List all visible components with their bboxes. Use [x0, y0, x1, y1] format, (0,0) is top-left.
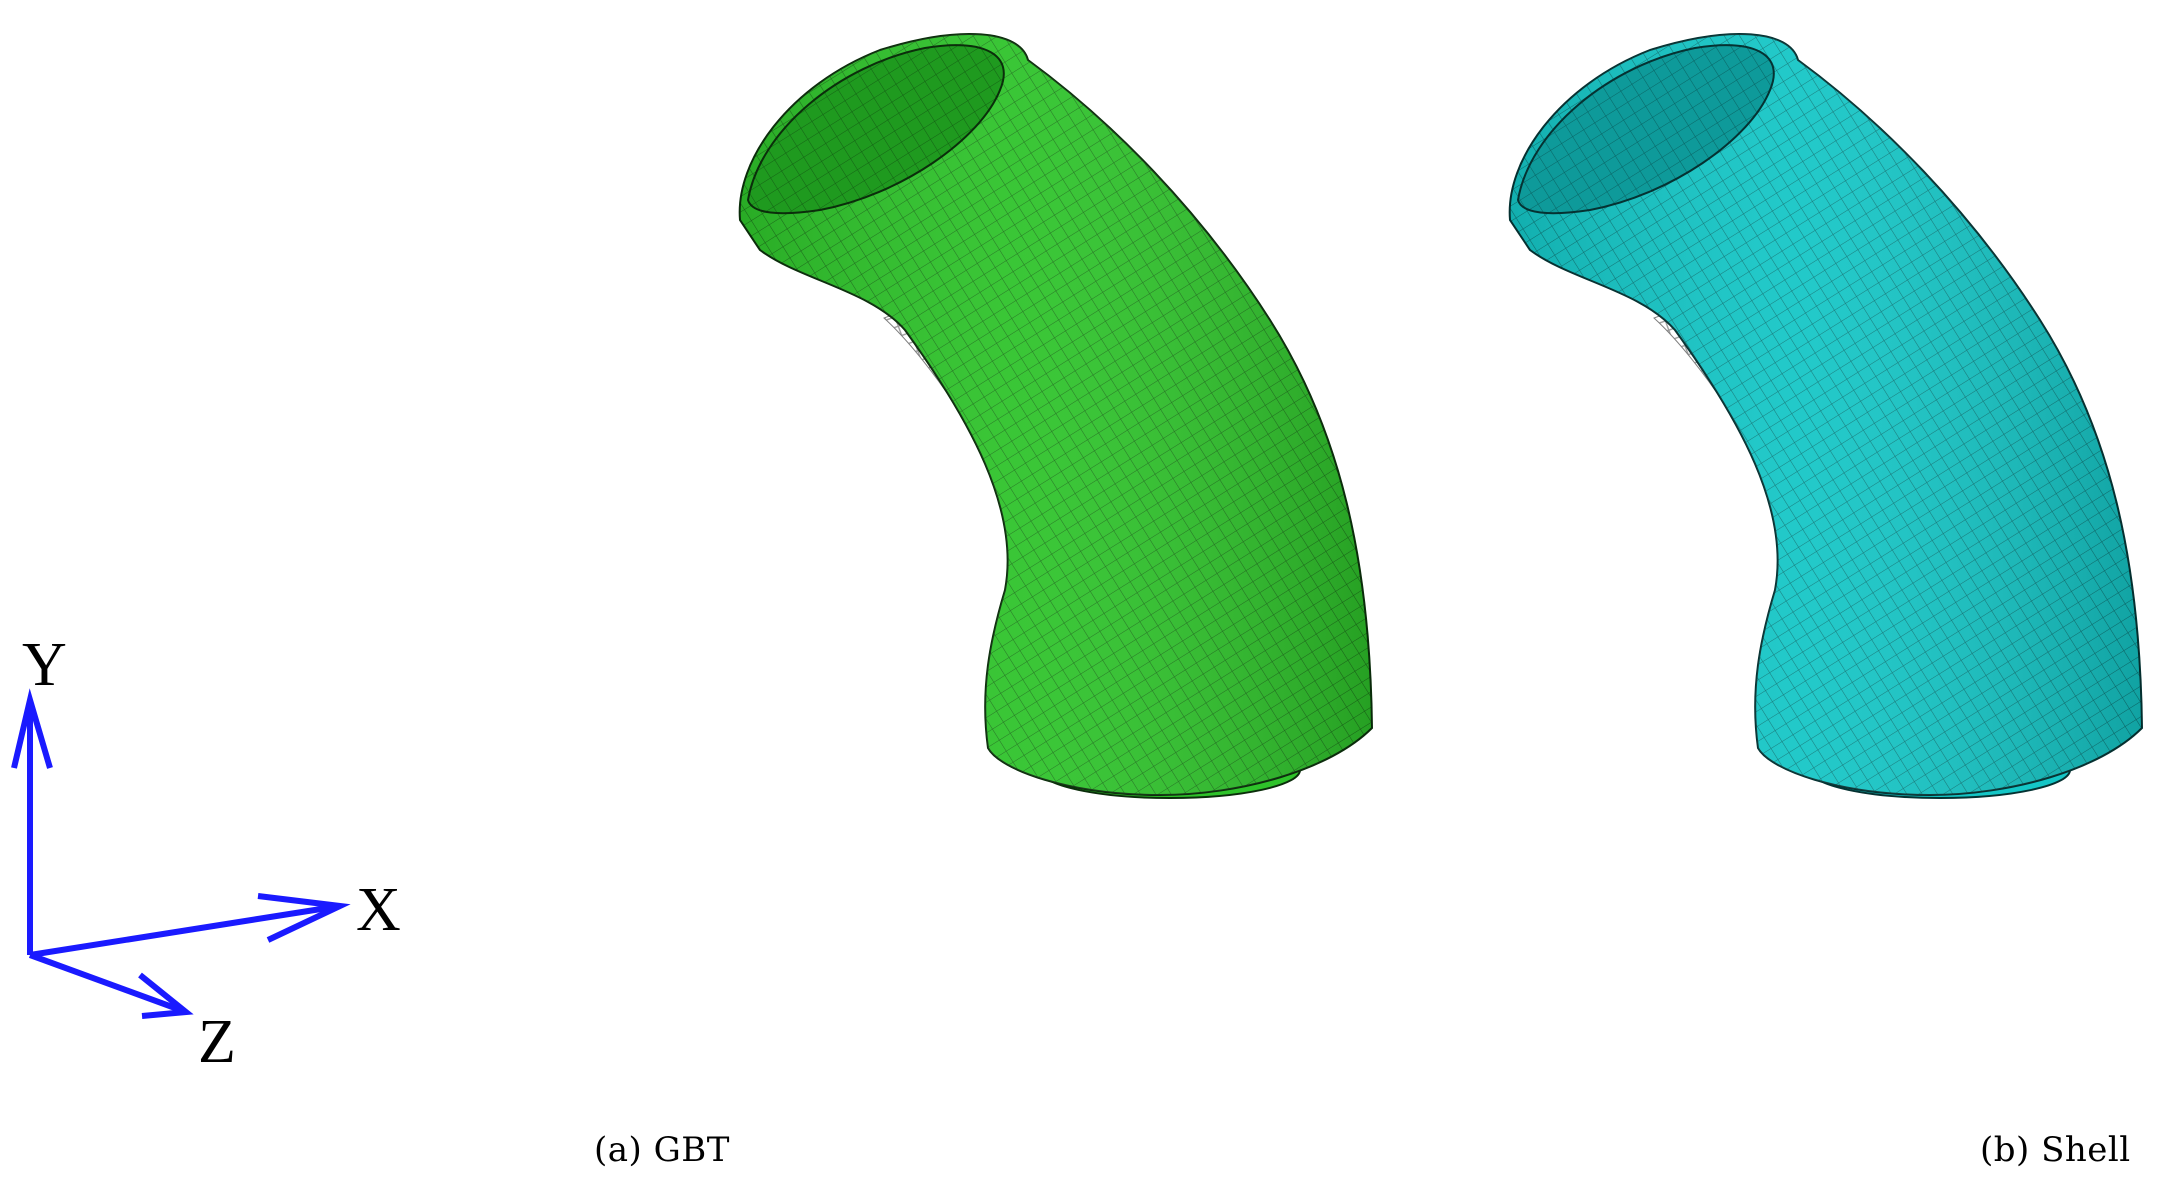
coordinate-axes: Y X Z — [11, 631, 401, 1076]
y-axis-arrow — [11, 688, 53, 955]
shell-pipe-model — [1508, 32, 2144, 799]
caption-gbt: (a) GBT — [594, 1130, 730, 1170]
z-axis-arrow — [28, 952, 194, 1019]
caption-shell: (b) Shell — [1980, 1130, 2131, 1170]
x-axis-label: X — [356, 876, 401, 944]
z-axis-label: Z — [198, 1008, 236, 1076]
gbt-pipe-model — [738, 32, 1374, 799]
y-axis-label: Y — [22, 631, 67, 699]
x-axis-arrow — [29, 893, 351, 958]
